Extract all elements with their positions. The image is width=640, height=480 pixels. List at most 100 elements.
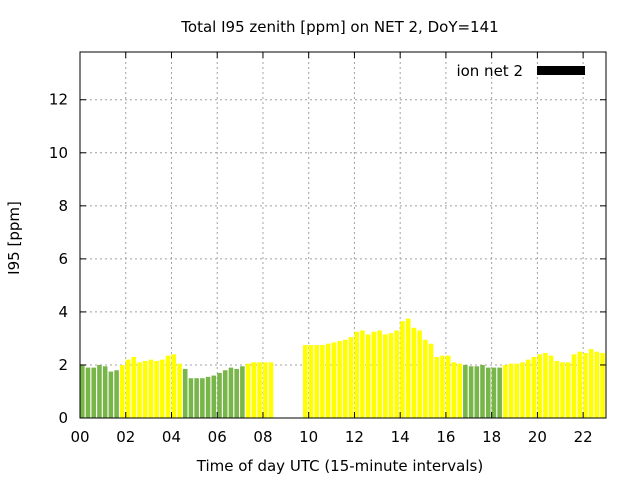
bar	[360, 330, 365, 418]
bar	[383, 334, 388, 418]
bar	[131, 357, 137, 418]
x-axis-label: Time of day UTC (15-minute intervals)	[196, 457, 483, 475]
bar	[80, 364, 85, 418]
bar	[503, 364, 508, 418]
bar	[468, 366, 474, 418]
bar	[520, 362, 525, 418]
bar	[434, 357, 440, 418]
bar	[354, 331, 360, 418]
x-tick-label: 18	[482, 428, 501, 446]
bar	[485, 367, 491, 418]
plot-frame	[79, 51, 607, 419]
bar	[108, 371, 114, 418]
bar	[405, 318, 411, 418]
x-tick-label: 12	[345, 428, 364, 446]
y-tick-label: 6	[58, 250, 68, 268]
bar	[445, 355, 451, 418]
bar	[262, 362, 268, 418]
x-tick-label: 16	[436, 428, 455, 446]
bar	[600, 353, 605, 418]
bar	[165, 355, 171, 418]
x-tick-label: 00	[70, 428, 89, 446]
bar	[194, 378, 199, 418]
x-tick-label: 02	[116, 428, 135, 446]
bar	[302, 345, 308, 418]
bar	[525, 359, 531, 418]
bar	[205, 376, 211, 418]
bar	[343, 339, 348, 418]
y-tick-label: 8	[58, 197, 68, 215]
bar	[114, 370, 119, 418]
bar	[97, 364, 102, 418]
y-tick-label: 12	[49, 91, 68, 109]
bar	[537, 354, 542, 418]
bar	[400, 321, 405, 418]
bar	[371, 331, 377, 418]
bar	[331, 342, 337, 418]
bar	[497, 367, 502, 418]
bar	[245, 363, 251, 418]
bar	[440, 355, 445, 418]
bar	[257, 362, 262, 418]
bar	[480, 364, 485, 418]
x-tick-label: 20	[528, 428, 547, 446]
bar	[171, 354, 177, 418]
bar	[491, 367, 497, 418]
bar	[142, 360, 148, 418]
bar	[137, 362, 142, 418]
bar	[200, 378, 205, 418]
bar	[451, 362, 457, 418]
bar	[365, 334, 371, 418]
bar	[377, 330, 382, 418]
bar	[240, 366, 245, 418]
legend-label: ion net 2	[456, 62, 523, 80]
y-tick-label: 4	[58, 303, 68, 321]
bar	[411, 327, 417, 418]
y-axis-label: I95 [ppm]	[5, 201, 23, 275]
bar	[308, 345, 314, 418]
y-tick-label: 0	[58, 409, 68, 427]
y-tick-label: 2	[58, 356, 68, 374]
bar	[188, 378, 194, 418]
bar	[228, 367, 234, 418]
bar	[457, 363, 462, 418]
bar	[554, 360, 560, 418]
bar	[234, 368, 239, 418]
bar	[182, 368, 188, 418]
bar	[268, 362, 274, 418]
bar	[325, 343, 331, 418]
bar	[548, 355, 554, 418]
bar	[348, 337, 354, 418]
bar	[314, 345, 319, 418]
bar	[560, 362, 565, 418]
bar	[120, 364, 125, 418]
bar	[571, 354, 577, 418]
bar	[91, 367, 97, 418]
bar	[154, 360, 159, 418]
bar	[428, 343, 434, 418]
bar	[388, 333, 394, 418]
chart-title: Total I95 zenith [ppm] on NET 2, DoY=141	[180, 18, 498, 36]
bar	[423, 339, 428, 418]
bar	[125, 359, 131, 418]
y-tick-label: 10	[49, 144, 68, 162]
bar	[102, 366, 108, 418]
x-tick-label: 14	[391, 428, 410, 446]
x-tick-label: 22	[574, 428, 593, 446]
legend-swatch	[537, 66, 585, 75]
bar	[508, 363, 514, 418]
bar	[337, 341, 342, 418]
bar	[394, 330, 400, 418]
bar	[577, 351, 582, 418]
bar	[543, 353, 548, 418]
bar	[222, 370, 228, 418]
bar	[85, 367, 91, 418]
bar	[514, 363, 520, 418]
bar	[177, 363, 182, 418]
bar	[565, 362, 571, 418]
bars	[80, 318, 605, 418]
bar	[531, 357, 537, 418]
